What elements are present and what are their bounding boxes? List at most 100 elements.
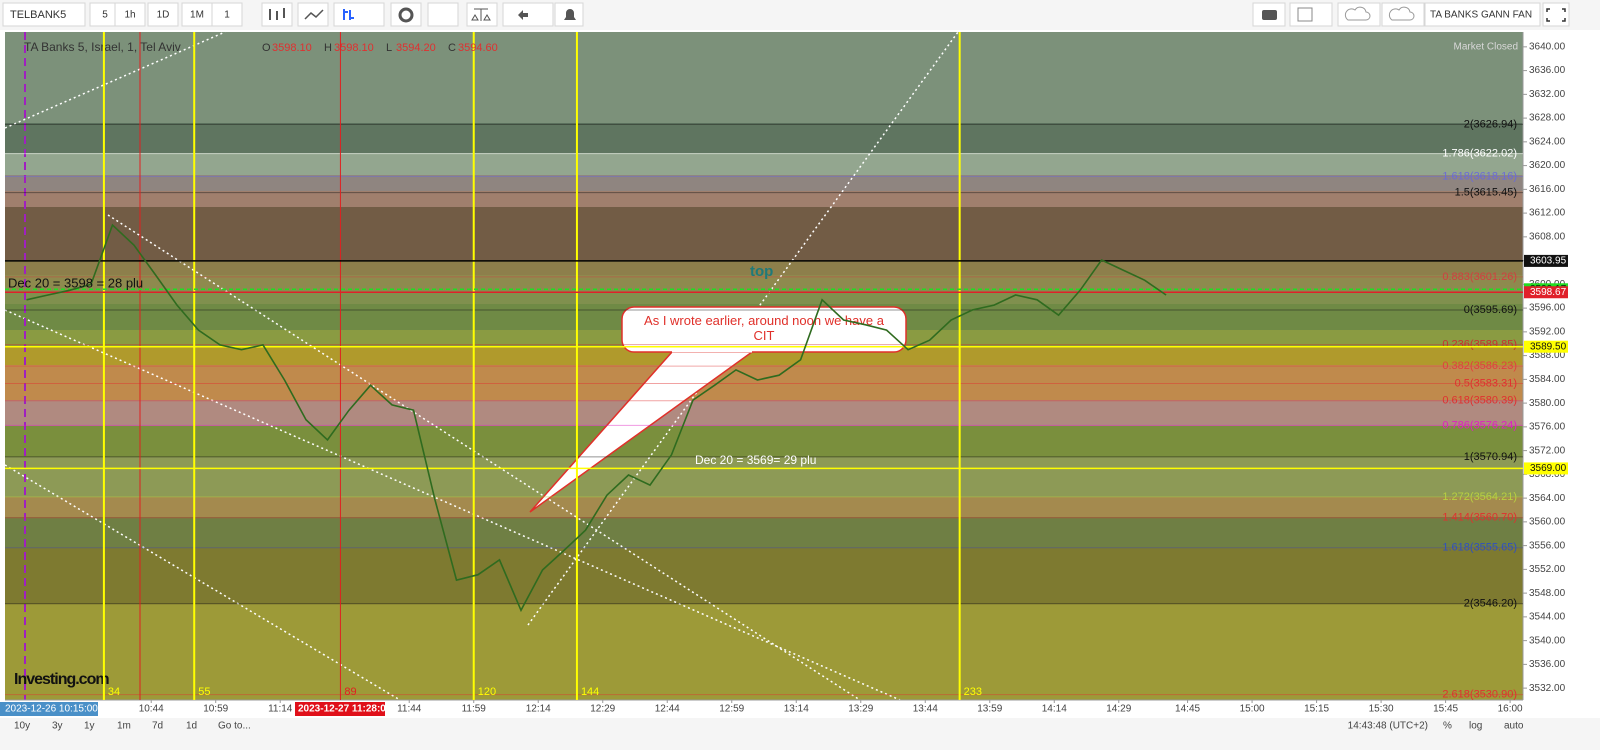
time-zone-label: 34 [108, 686, 120, 698]
interval-button[interactable] [147, 2, 179, 27]
price-tag-label: 3603.95 [1530, 256, 1567, 267]
range-button[interactable]: 1m [117, 721, 131, 732]
symbol: TELBANK5 [10, 9, 66, 21]
time-zone-label: 55 [198, 686, 210, 698]
x-tick-label: 10:59 [203, 704, 228, 715]
range-button[interactable]: 7d [152, 721, 163, 732]
x-tick-label: 13:44 [913, 704, 938, 715]
template-name: TA BANKS GANN FAN [1430, 10, 1532, 21]
symbol-box[interactable] [2, 2, 86, 27]
ohlc-value: 3598.10 [334, 42, 374, 54]
goto-button[interactable]: Go to... [218, 721, 251, 732]
band [5, 426, 1523, 457]
x-cursor-tag [295, 702, 385, 716]
y-tick-label: 3556.00 [1529, 540, 1566, 551]
ohlc-value: 3598.10 [272, 42, 312, 54]
y-tick-label: 3568.00 [1529, 469, 1566, 480]
price-tag [1524, 286, 1568, 299]
time-axis [0, 700, 1568, 718]
ohlc-key: O [262, 42, 271, 54]
time-zone-label: 233 [964, 686, 982, 698]
band [5, 457, 1523, 497]
y-tick-label: 3608.00 [1529, 231, 1566, 242]
callout-box [621, 306, 907, 353]
cloud-icon [1388, 6, 1415, 21]
fib-level-label: 2(3626.94) [1464, 118, 1517, 130]
fib-level-label: 0.236(3589.85) [1442, 339, 1517, 351]
x-tick-label: 11:59 [462, 704, 487, 715]
bar-icon [343, 9, 354, 20]
x-tick-label: 15:15 [1304, 704, 1329, 715]
fib-level-label: 0.883(3601.26) [1442, 271, 1517, 283]
y-tick-label: 3624.00 [1529, 136, 1566, 147]
y-tick-label: 3552.00 [1529, 564, 1566, 575]
band [5, 207, 1523, 260]
interval-button[interactable] [211, 2, 243, 27]
ohlc-value: 3594.60 [458, 42, 498, 54]
band [5, 153, 1523, 175]
y-tick-label: 3592.00 [1529, 326, 1566, 337]
price-tag [1524, 254, 1568, 267]
y-tick-label: 3628.00 [1529, 113, 1566, 124]
band [5, 365, 1523, 400]
y-tick-label: 3532.00 [1529, 683, 1566, 694]
tool-button[interactable] [390, 2, 422, 27]
undo-icon [518, 10, 528, 20]
color-icon [1297, 7, 1313, 22]
fib-level-label: 0.618(3580.39) [1442, 395, 1517, 407]
interval-label: 1M [190, 10, 204, 21]
band [5, 32, 1523, 123]
fib-level-label: 0.5(3583.31) [1455, 377, 1517, 389]
x-tick-label: 15:30 [1369, 704, 1394, 715]
range-button[interactable]: 3y [52, 721, 63, 732]
axis-option[interactable]: log [1469, 721, 1482, 732]
ohlc-value: 3594.20 [396, 42, 436, 54]
x-tick-label: 10:44 [139, 704, 164, 715]
bottom-bar [0, 718, 1600, 750]
tool-button[interactable] [466, 2, 498, 27]
price-tag-label: 3589.50 [1530, 341, 1567, 352]
expand-icon [1546, 8, 1566, 22]
range-button[interactable]: 1d [186, 721, 197, 732]
price-tag [1524, 340, 1568, 353]
y-tick-label: 3596.00 [1529, 303, 1566, 314]
band [5, 175, 1523, 191]
cloud-icon [1344, 6, 1371, 21]
band [5, 497, 1523, 517]
y-tick-label: 3632.00 [1529, 89, 1566, 100]
price-line-series [26, 223, 1167, 613]
tool-button[interactable] [427, 2, 459, 27]
axis-option[interactable]: auto [1504, 721, 1524, 732]
settings-icon [398, 7, 414, 23]
x-tick-label: 13:14 [784, 704, 809, 715]
fib-level-label: 1.5(3615.45) [1455, 187, 1517, 199]
clock: 14:43:48 (UTC+2) [1348, 721, 1428, 732]
range-button[interactable]: 10y [14, 721, 30, 732]
time-zone-label: 120 [478, 686, 496, 698]
annotation: Dec 20 = 3598 = 28 plu [8, 275, 143, 290]
fib-level-label: 1.414(3560.70) [1442, 512, 1517, 524]
fib-level-label: 1.618(3618.16) [1442, 170, 1517, 182]
x-tick-label: 13:59 [977, 704, 1002, 715]
tool-button[interactable] [333, 2, 385, 27]
y-tick-label: 3584.00 [1529, 374, 1566, 385]
fullscreen-button[interactable] [1542, 2, 1570, 27]
line-icon [304, 9, 324, 20]
interval-button[interactable] [114, 2, 146, 27]
x-tick-label: 14:14 [1042, 704, 1067, 715]
band [5, 290, 1523, 304]
template-box[interactable] [1424, 2, 1541, 27]
gann-line [4, 31, 226, 129]
gann-line [4, 464, 401, 701]
band [5, 400, 1523, 426]
band [5, 123, 1523, 153]
fib-level-label: 2(3546.20) [1464, 598, 1517, 610]
axis-option[interactable]: % [1443, 721, 1452, 732]
x-tick-label: 11:44 [397, 704, 422, 715]
market-status: Market Closed [1454, 42, 1518, 53]
band [5, 517, 1523, 547]
fib-level-label: 0.786(3576.24) [1442, 419, 1517, 431]
band [5, 191, 1523, 207]
range-button[interactable]: 1y [84, 721, 95, 732]
